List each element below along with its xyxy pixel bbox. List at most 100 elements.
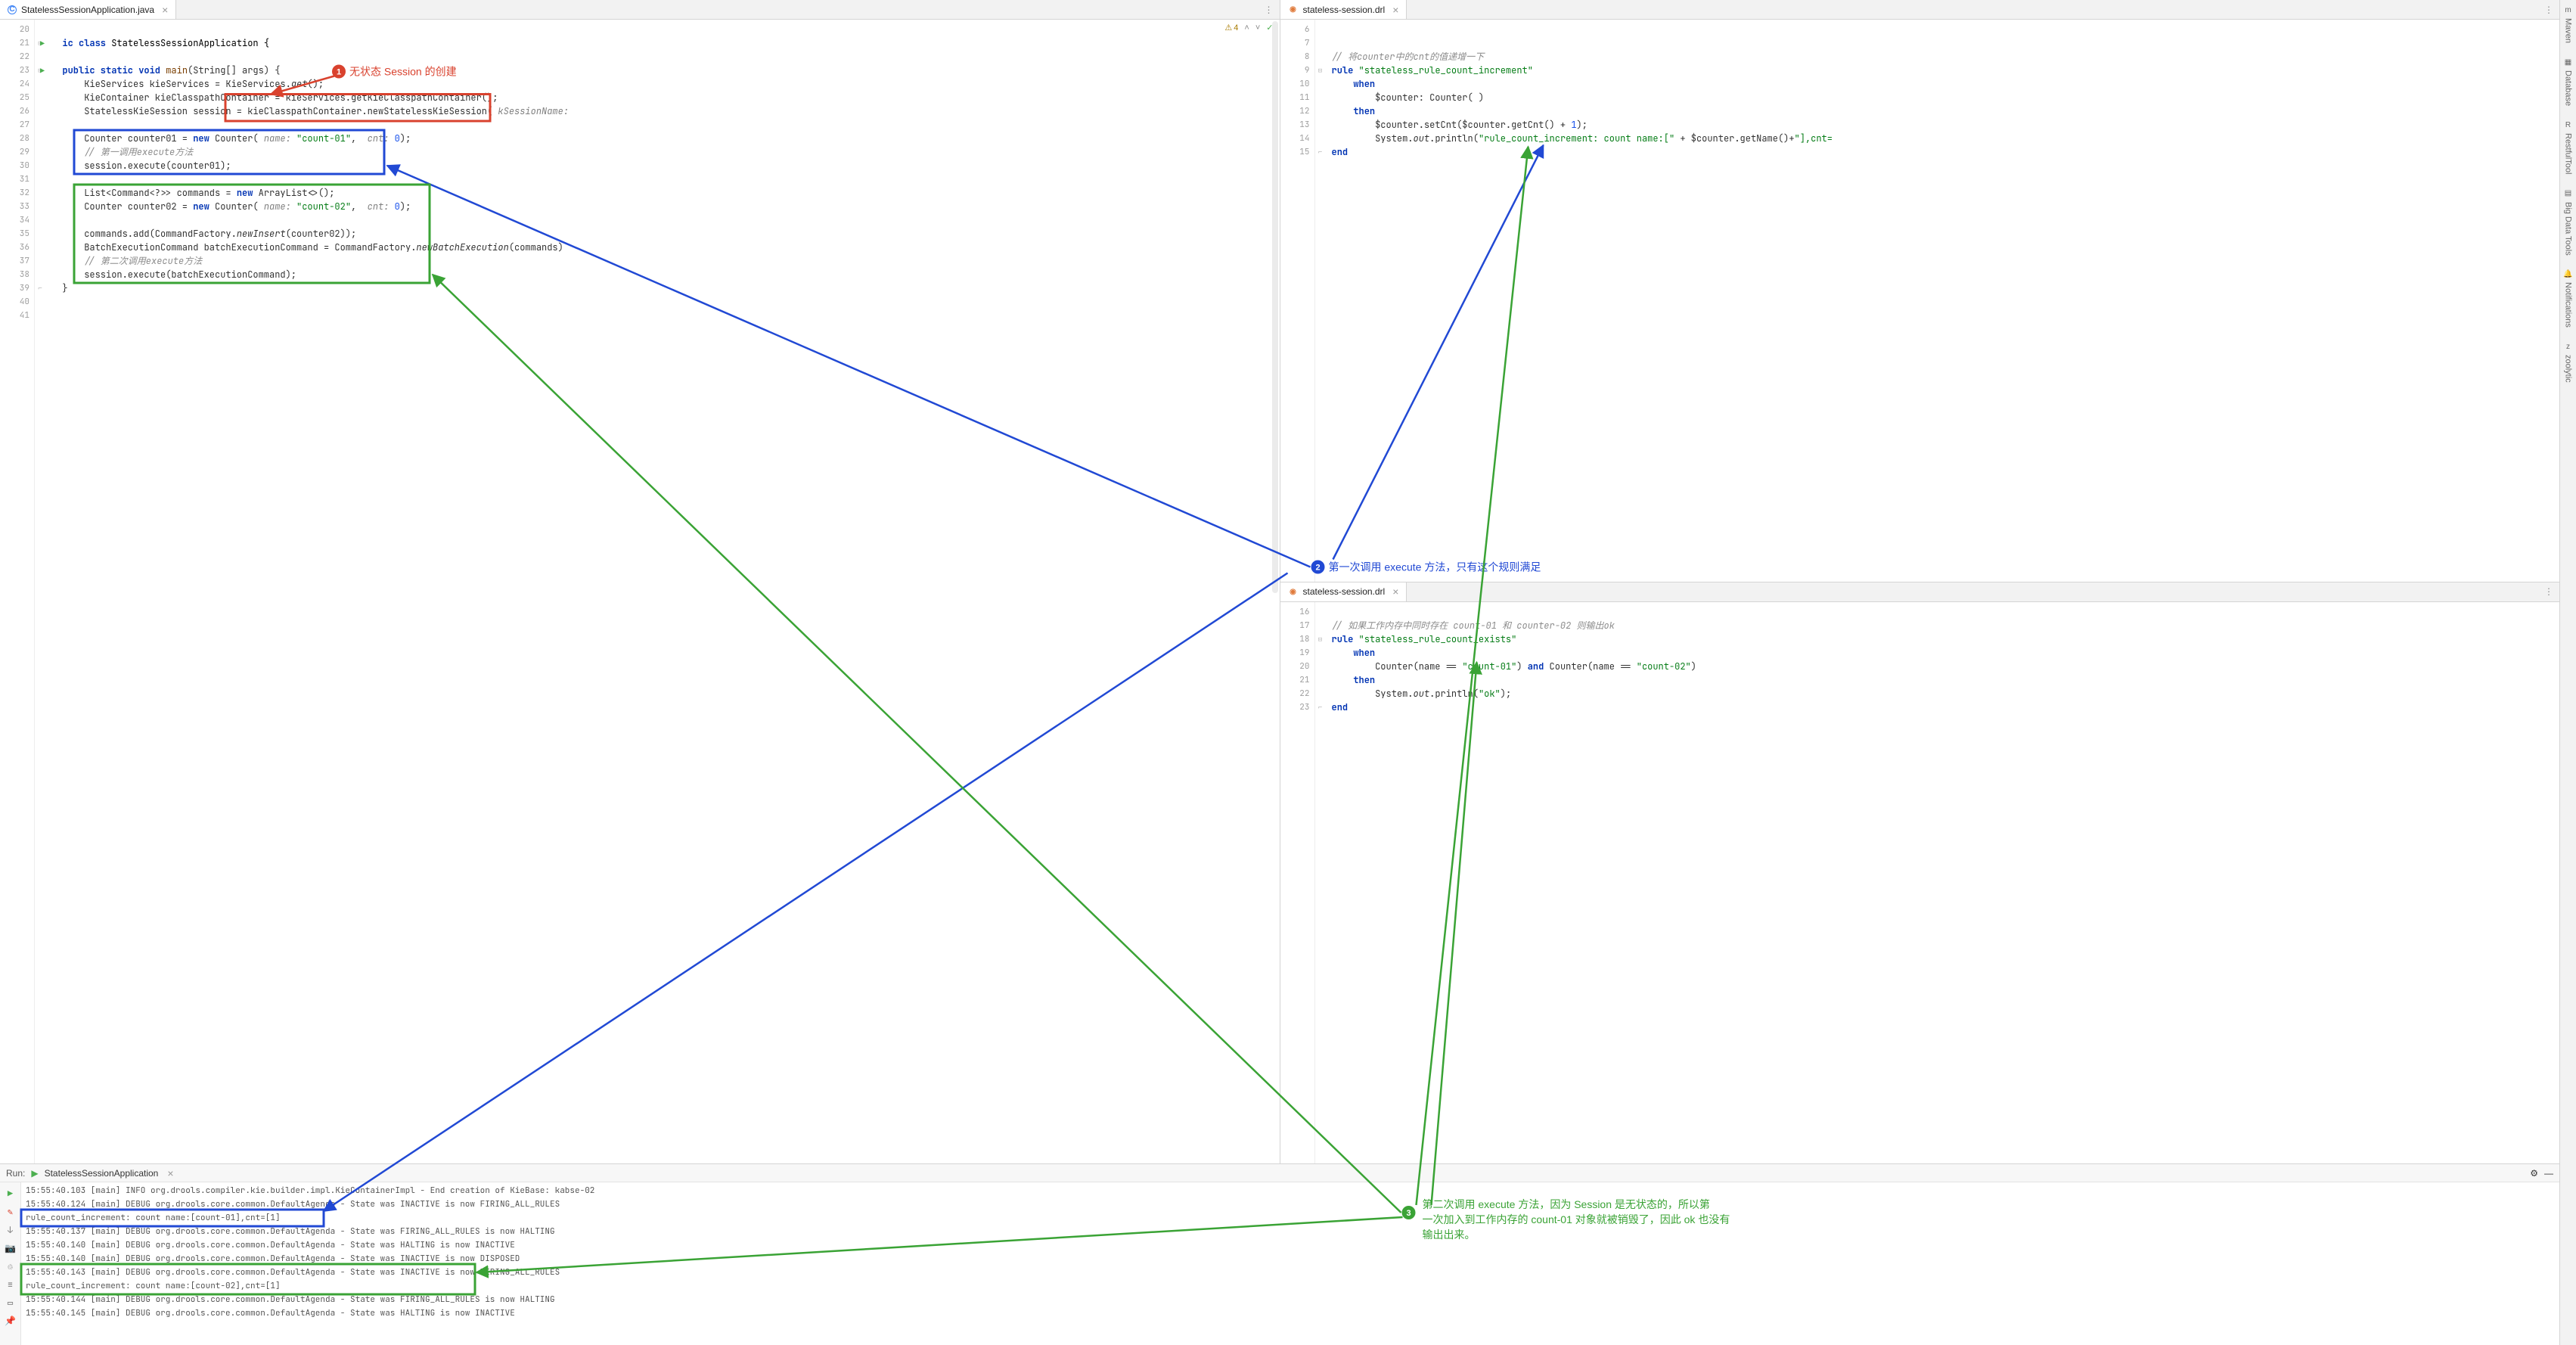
run-config-icon: ▶ [31,1168,38,1179]
tab-drl-top[interactable]: ◉ stateless-session.drl × [1280,0,1407,19]
code-line[interactable]: System.out.println("rule_count_increment… [1332,132,2560,145]
left-code-area[interactable]: 2021▶2223▶242526272829303132333435363738… [0,20,1280,1163]
right-bottom-code-area[interactable]: 1617181920212223 ⊟⌐ // 如果工作内存中同时存在 count… [1280,602,2560,1164]
left-code-lines[interactable]: ic class StatelessSessionApplication { p… [45,20,1280,1163]
code-line[interactable] [51,213,1280,227]
right-top-code-area[interactable]: 6789101112131415 ⊟⌐ // 将counter中的cnt的值递增… [1280,20,2560,582]
code-line[interactable] [51,23,1280,36]
warning-badge: ⚠ 4 [1224,23,1238,33]
run-body: ▶ ✎ ↓ 📷 ♲ ≡ ▭ 📌 15:55:40.103 [main] INFO… [0,1182,2559,1345]
tab-java-file[interactable]: C StatelessSessionApplication.java × [0,0,176,19]
code-line[interactable]: rule "stateless_rule_count_exists" [1332,632,2560,646]
code-line[interactable]: session.execute(counter01); [51,159,1280,172]
code-line[interactable]: KieContainer kieClasspathContainer = kie… [51,91,1280,104]
code-line[interactable]: when [1332,77,2560,91]
code-line[interactable]: when [1332,646,2560,660]
check-icon[interactable]: ✓ [1266,23,1273,33]
code-line[interactable]: // 如果工作内存中同时存在 count-01 和 counter-02 则输出… [1332,619,2560,632]
code-line[interactable] [51,118,1280,132]
rail-item-database[interactable]: ▦Database [2563,57,2574,106]
pin-icon[interactable]: 📌 [4,1314,17,1328]
code-line[interactable]: Counter counter01 = new Counter( name: "… [51,132,1280,145]
console-line: 15:55:40.145 [main] DEBUG org.drools.cor… [26,1306,2555,1320]
right-editor-stack: ◉ stateless-session.drl × ⋮ 678910111213… [1280,0,2560,1163]
tab-drl-bottom[interactable]: ◉ stateless-session.drl × [1280,582,1407,601]
rt-code-lines[interactable]: // 将counter中的cnt的值递增一下rule "stateless_ru… [1326,20,2560,582]
code-line[interactable]: StatelessKieSession session = kieClasspa… [51,104,1280,118]
right-top-pane: ◉ stateless-session.drl × ⋮ 678910111213… [1280,0,2560,582]
right-top-tab-bar: ◉ stateless-session.drl × ⋮ [1280,0,2560,20]
zoolytic-icon: z [2563,341,2574,352]
code-line[interactable]: Counter(name == "count-01") and Counter(… [1332,660,2560,673]
code-line[interactable]: System.out.println("ok"); [1332,687,2560,700]
code-line[interactable]: commands.add(CommandFactory.newInsert(co… [51,227,1280,241]
rail-item-zoolytic[interactable]: zzoolytic [2563,341,2574,383]
rail-item-big data tools[interactable]: ▤Big Data Tools [2563,188,2574,256]
left-gutter: 2021▶2223▶242526272829303132333435363738… [0,20,35,1163]
rb-code-lines[interactable]: // 如果工作内存中同时存在 count-01 和 counter-02 则输出… [1326,602,2560,1164]
run-panel: Run: ▶ StatelessSessionApplication × ⚙ —… [0,1163,2559,1345]
code-line[interactable]: Counter counter02 = new Counter( name: "… [51,200,1280,213]
code-line[interactable] [1332,23,2560,36]
code-line[interactable]: rule "stateless_rule_count_increment" [1332,64,2560,77]
code-line[interactable] [1332,36,2560,50]
ide-root: C StatelessSessionApplication.java × ⋮ ⚠… [0,0,2576,1345]
inspection-bar[interactable]: ⚠ 4 ˄ ˅ ✓ [1224,23,1273,33]
code-line[interactable]: $counter: Counter( ) [1332,91,2560,104]
run-header: Run: ▶ StatelessSessionApplication × ⚙ — [0,1164,2559,1182]
collapse-icon[interactable]: — [2544,1168,2553,1179]
run-label: Run: [6,1168,25,1179]
more-icon[interactable]: ⋮ [2544,4,2553,16]
code-line[interactable] [51,295,1280,309]
code-line[interactable] [51,309,1280,322]
camera-icon[interactable]: 📷 [4,1241,17,1255]
rail-item-notifications[interactable]: 🔔Notifications [2563,269,2574,328]
code-line[interactable]: // 第一调用execute方法 [51,145,1280,159]
code-line[interactable]: BatchExecutionCommand batchExecutionComm… [51,241,1280,254]
stop-button[interactable]: ↓ [4,1223,17,1237]
code-line[interactable]: then [1332,673,2560,687]
run-console[interactable]: 15:55:40.103 [main] INFO org.drools.comp… [21,1182,2559,1345]
trash-icon[interactable]: ♲ [4,1260,17,1273]
scrollbar[interactable] [1272,21,1278,593]
rail-item-restfultool[interactable]: RRestfulTool [2563,120,2574,174]
code-line[interactable]: ic class StatelessSessionApplication { [51,36,1280,50]
chevron-up-icon[interactable]: ˄ [1244,23,1249,33]
code-line[interactable] [51,172,1280,186]
code-line[interactable]: } [51,281,1280,295]
run-toolbar: ▶ ✎ ↓ 📷 ♲ ≡ ▭ 📌 [0,1182,21,1345]
rt-gutter: 6789101112131415 [1280,20,1315,582]
close-icon[interactable]: × [162,4,168,16]
editors-split: C StatelessSessionApplication.java × ⋮ ⚠… [0,0,2559,1163]
code-line[interactable]: then [1332,104,2560,118]
close-icon[interactable]: × [167,1167,173,1179]
code-line[interactable]: // 将counter中的cnt的值递增一下 [1332,50,2560,64]
code-line[interactable]: session.execute(batchExecutionCommand); [51,268,1280,281]
more-icon[interactable]: ⋮ [2544,586,2553,598]
rail-item-maven[interactable]: mMaven [2563,5,2574,43]
restfultool-icon: R [2563,120,2574,130]
layout-icon[interactable]: ▭ [4,1296,17,1309]
chevron-down-icon[interactable]: ˅ [1255,23,1260,33]
rb-fold: ⊟⌐ [1315,602,1326,1164]
gear-icon[interactable]: ⚙ [2530,1168,2538,1179]
more-icon[interactable]: ⋮ [1265,4,1274,16]
code-line[interactable] [51,50,1280,64]
left-fold-column: ⊟⊟⌐ [35,20,45,1163]
maven-icon: m [2563,5,2574,15]
code-line[interactable]: List<Command<?>> commands = new ArrayLis… [51,186,1280,200]
tab-title-label: stateless-session.drl [1303,586,1386,597]
run-button[interactable]: ▶ [4,1187,17,1201]
filter-icon[interactable]: ≡ [4,1278,17,1291]
code-line[interactable] [1332,605,2560,619]
code-line[interactable]: $counter.setCnt($counter.getCnt() + 1); [1332,118,2560,132]
tab-tools: ⋮ [1265,4,1280,16]
code-line[interactable]: KieServices kieServices = KieServices.ge… [51,77,1280,91]
code-line[interactable]: public static void main(String[] args) { [51,64,1280,77]
close-icon[interactable]: × [1392,4,1398,16]
code-line[interactable]: // 第二次调用execute方法 [51,254,1280,268]
code-line[interactable]: end [1332,145,2560,159]
code-line[interactable]: end [1332,700,2560,714]
close-icon[interactable]: × [1392,586,1398,598]
pencil-icon[interactable]: ✎ [4,1205,17,1219]
